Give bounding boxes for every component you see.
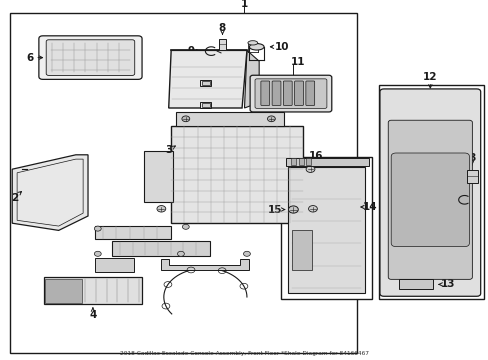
Text: 8: 8	[468, 153, 474, 163]
FancyBboxPatch shape	[294, 81, 303, 105]
Text: 7: 7	[183, 100, 190, 110]
Bar	[95, 226, 171, 239]
Circle shape	[305, 166, 314, 172]
Text: 15: 15	[267, 204, 282, 215]
Polygon shape	[168, 50, 246, 108]
Text: 9: 9	[187, 46, 194, 56]
Circle shape	[267, 116, 275, 122]
Circle shape	[177, 251, 184, 256]
Circle shape	[308, 206, 317, 212]
Circle shape	[182, 116, 189, 122]
Circle shape	[243, 251, 250, 256]
Text: 14: 14	[362, 202, 376, 212]
Bar	[202, 81, 209, 85]
Circle shape	[157, 206, 165, 212]
Text: 1: 1	[241, 0, 247, 9]
Bar	[285, 158, 368, 166]
Bar	[95, 258, 134, 272]
Text: 3: 3	[165, 145, 172, 156]
Bar	[10, 13, 356, 353]
FancyBboxPatch shape	[305, 81, 314, 105]
Ellipse shape	[249, 44, 264, 50]
FancyBboxPatch shape	[249, 75, 331, 112]
Bar	[200, 80, 211, 86]
Polygon shape	[244, 50, 259, 108]
Text: 6: 6	[27, 53, 34, 63]
Bar	[45, 279, 82, 303]
Bar	[176, 112, 283, 126]
Text: 2018 Cadillac Escalade Console Assembly, Front Floor *Shale Diagram for 84166467: 2018 Cadillac Escalade Console Assembly,…	[120, 351, 368, 356]
FancyBboxPatch shape	[39, 36, 142, 79]
FancyBboxPatch shape	[261, 81, 269, 105]
FancyBboxPatch shape	[379, 89, 480, 296]
FancyBboxPatch shape	[46, 40, 134, 76]
Bar	[398, 279, 432, 289]
Circle shape	[94, 226, 101, 231]
Text: 11: 11	[290, 57, 305, 67]
Bar	[202, 103, 209, 107]
Text: 16: 16	[308, 150, 323, 161]
Text: 12: 12	[422, 72, 437, 82]
Bar	[466, 170, 477, 183]
Bar	[299, 158, 304, 165]
Bar	[281, 157, 371, 299]
Circle shape	[94, 251, 101, 256]
FancyBboxPatch shape	[390, 153, 468, 247]
Bar	[292, 230, 311, 270]
FancyBboxPatch shape	[255, 79, 326, 108]
Bar	[218, 39, 226, 50]
Text: 2: 2	[11, 193, 18, 203]
Text: 13: 13	[440, 279, 455, 289]
Circle shape	[288, 206, 298, 213]
Bar	[200, 102, 211, 108]
Text: 4: 4	[89, 310, 97, 320]
Bar	[171, 126, 303, 223]
Polygon shape	[12, 155, 88, 230]
Text: 5: 5	[183, 78, 190, 88]
Text: 10: 10	[274, 42, 289, 52]
FancyBboxPatch shape	[387, 120, 471, 279]
Bar	[144, 151, 172, 202]
FancyBboxPatch shape	[283, 81, 292, 105]
Bar	[44, 277, 142, 304]
Bar	[305, 158, 310, 165]
Bar	[112, 241, 210, 256]
Ellipse shape	[247, 41, 257, 45]
Bar	[291, 158, 296, 165]
Bar	[378, 85, 483, 299]
Circle shape	[182, 224, 189, 229]
Text: 9: 9	[439, 195, 446, 205]
Bar	[287, 167, 364, 293]
FancyBboxPatch shape	[271, 81, 280, 105]
Text: 8: 8	[219, 23, 225, 33]
Polygon shape	[161, 259, 249, 270]
